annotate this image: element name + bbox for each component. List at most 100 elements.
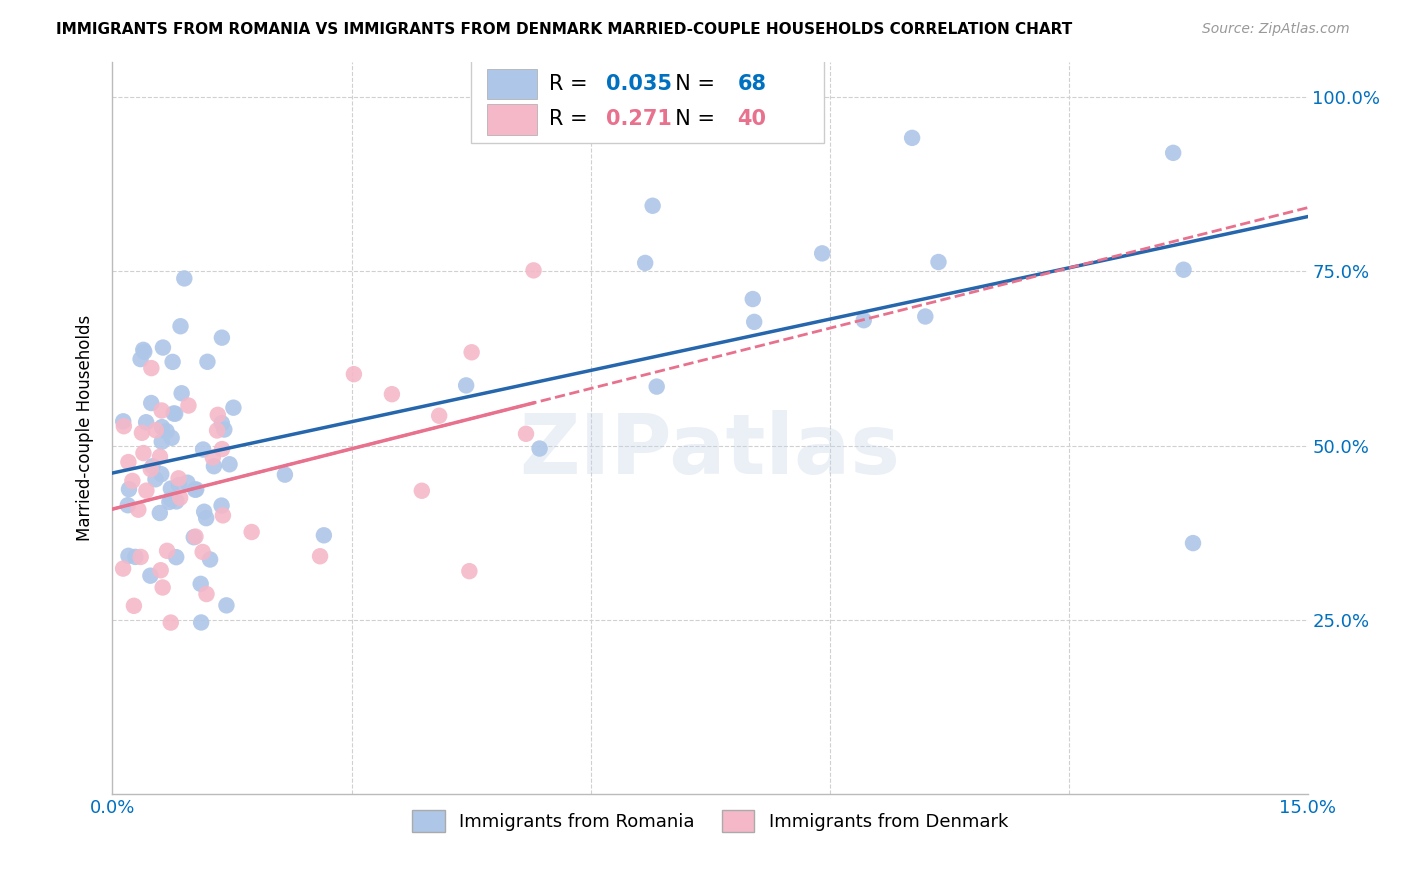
Point [169, 491, 191, 505]
Point [741, 292, 763, 306]
Point [811, 246, 834, 260]
Point [118, 482, 141, 496]
Point [207, 408, 229, 422]
Text: N =: N = [662, 110, 721, 129]
Point [127, 502, 149, 516]
Text: IMMIGRANTS FROM ROMANIA VS IMMIGRANTS FROM DENMARK MARRIED-COUPLE HOUSEHOLDS COR: IMMIGRANTS FROM ROMANIA VS IMMIGRANTS FR… [56, 22, 1073, 37]
Point [167, 471, 190, 485]
Point [141, 396, 163, 410]
Point [218, 458, 240, 472]
Point [149, 506, 172, 520]
Point [121, 474, 143, 488]
Point [145, 472, 167, 486]
Point [529, 442, 551, 456]
Point [914, 310, 936, 324]
Point [190, 577, 212, 591]
Point [169, 319, 191, 334]
Point [198, 552, 221, 566]
Point [149, 450, 172, 464]
Point [211, 442, 233, 456]
Point [634, 256, 657, 270]
Point [112, 561, 135, 575]
Point [134, 344, 156, 359]
Point [184, 483, 207, 497]
Point [165, 550, 187, 565]
Point [927, 255, 949, 269]
Point [160, 492, 183, 507]
Point [145, 423, 167, 437]
Text: 68: 68 [738, 74, 766, 94]
Point [141, 361, 163, 376]
Point [191, 442, 214, 457]
Point [1182, 536, 1205, 550]
Point [515, 426, 537, 441]
Point [129, 549, 152, 564]
Point [139, 568, 162, 582]
Point [131, 425, 153, 440]
Text: R =: R = [548, 110, 593, 129]
Point [205, 424, 228, 438]
Point [152, 341, 174, 355]
Point [150, 420, 173, 434]
Point [135, 415, 157, 429]
Point [124, 549, 146, 564]
Point [122, 599, 145, 613]
FancyBboxPatch shape [486, 103, 537, 135]
Point [150, 434, 173, 449]
Point [150, 403, 173, 417]
Point [129, 352, 152, 367]
Point [901, 131, 924, 145]
Text: 0.035: 0.035 [606, 74, 672, 94]
Point [155, 424, 177, 438]
Point [112, 414, 135, 428]
Text: 40: 40 [738, 110, 766, 129]
Point [240, 524, 263, 539]
Point [135, 483, 157, 498]
Point [522, 263, 544, 277]
Point [202, 459, 225, 474]
Point [214, 423, 236, 437]
Point [165, 407, 187, 421]
Point [160, 482, 183, 496]
Text: 0.271: 0.271 [606, 110, 672, 129]
Point [274, 467, 297, 482]
Point [742, 315, 765, 329]
Point [157, 495, 180, 509]
Point [117, 455, 139, 469]
Point [190, 615, 212, 630]
Point [117, 549, 139, 563]
Point [201, 450, 224, 465]
Point [156, 544, 179, 558]
Point [852, 313, 875, 327]
Point [1161, 145, 1184, 160]
Point [162, 355, 184, 369]
Point [456, 378, 478, 392]
Point [195, 511, 218, 525]
Point [177, 399, 200, 413]
Point [149, 563, 172, 577]
Point [139, 462, 162, 476]
Point [211, 499, 233, 513]
Point [176, 475, 198, 490]
Point [191, 545, 214, 559]
Point [170, 386, 193, 401]
Text: R =: R = [548, 74, 593, 94]
FancyBboxPatch shape [471, 59, 824, 143]
Point [160, 431, 183, 445]
Point [112, 419, 135, 434]
Point [427, 409, 450, 423]
Point [211, 416, 233, 430]
Point [132, 446, 155, 460]
Point [117, 498, 139, 512]
Point [167, 478, 190, 492]
Text: ZIPatlas: ZIPatlas [520, 409, 900, 491]
Point [197, 355, 219, 369]
Point [195, 587, 218, 601]
Point [150, 467, 173, 482]
Y-axis label: Married-couple Households: Married-couple Households [76, 315, 94, 541]
Point [132, 343, 155, 357]
Point [163, 407, 186, 421]
Point [152, 581, 174, 595]
Point [460, 345, 482, 359]
Point [411, 483, 433, 498]
